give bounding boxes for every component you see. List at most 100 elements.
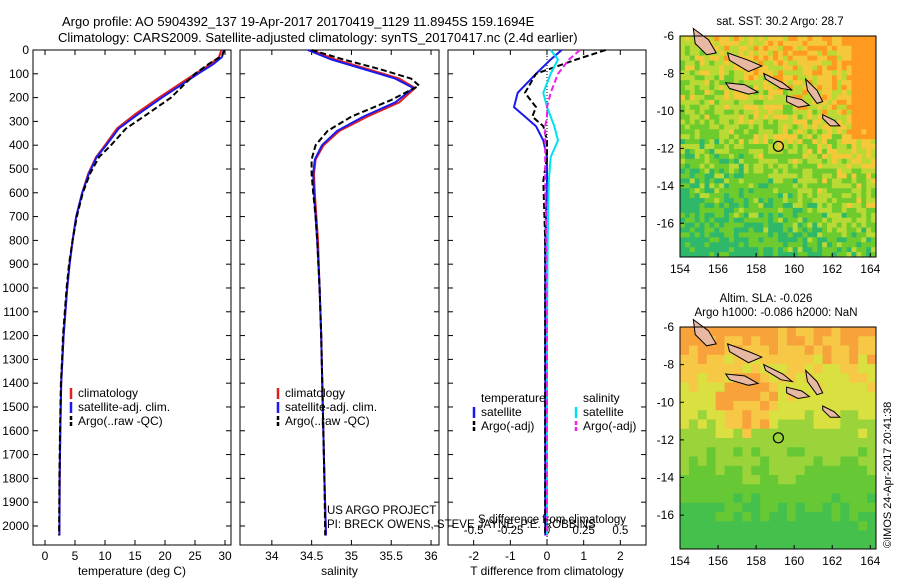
heat-cell (768, 109, 774, 115)
heat-cell (840, 382, 850, 393)
heat-cell (778, 222, 784, 228)
heat-cell (689, 99, 696, 106)
heat-cell (778, 327, 788, 337)
heat-cell (851, 55, 857, 61)
x-tick-label: 10 (98, 549, 112, 563)
heat-cell (769, 345, 779, 356)
island-shape (724, 373, 760, 386)
heat-cell (807, 148, 813, 155)
y-tick-label: 1800 (2, 471, 29, 485)
heat-cell (684, 94, 691, 101)
heat-cell (797, 139, 803, 145)
heat-cell (778, 178, 784, 184)
heat-cell (827, 148, 833, 155)
heat-cell (742, 345, 752, 356)
heat-cell (813, 530, 823, 541)
heat-cell (715, 475, 725, 485)
heat-cell (719, 65, 725, 71)
heat-cell (817, 222, 823, 228)
heat-cell (680, 119, 686, 125)
heat-cell (758, 50, 764, 57)
heat-cell (768, 99, 774, 106)
heat-cell (831, 60, 838, 66)
heat-cell (699, 148, 705, 155)
heat-cell (724, 465, 734, 476)
heat-cell (758, 144, 764, 150)
map-frame (679, 326, 877, 550)
heat-cell (871, 40, 877, 47)
heat-cell (719, 139, 725, 145)
heat-cell (836, 75, 843, 81)
heat-cell (742, 336, 752, 346)
heat-cell (822, 50, 828, 57)
heat-cell (709, 242, 715, 248)
heat-cell (797, 55, 803, 61)
heat-cell (697, 364, 708, 374)
heat-cell (743, 36, 749, 42)
heat-cell (768, 94, 774, 101)
heat-cell (786, 438, 797, 448)
heat-cell (841, 36, 847, 42)
heat-cell (738, 237, 745, 243)
heat-cell (858, 465, 868, 476)
heat-cell (792, 124, 798, 130)
heat-cell (841, 144, 847, 150)
heat-cell (849, 364, 859, 374)
heat-cell (724, 40, 730, 47)
heat-cell (849, 530, 859, 541)
heat-cell (742, 391, 752, 402)
heat-cell (748, 75, 754, 81)
heat-cell (694, 153, 700, 160)
heat-cell (688, 521, 699, 531)
heat-cell (846, 70, 852, 76)
heat-cell (680, 158, 686, 165)
heat-cell (763, 144, 769, 150)
heat-cell (714, 252, 720, 258)
heat-cell (792, 193, 798, 199)
heat-cell (846, 168, 852, 174)
heat-cell (861, 119, 867, 125)
heat-cell (787, 217, 794, 224)
heat-cell (807, 183, 813, 189)
heat-cell (827, 85, 833, 91)
heat-cell (697, 502, 708, 513)
heat-cell (689, 202, 696, 209)
heat-cell (846, 36, 852, 42)
heat-cell (715, 391, 725, 402)
heat-cell (802, 114, 808, 120)
heat-cell (802, 237, 808, 243)
heat-cell (841, 134, 847, 140)
heat-cell (846, 207, 852, 214)
heat-cell (841, 232, 847, 238)
heat-cell (733, 530, 743, 541)
heat-cell (867, 447, 877, 457)
heat-cell (841, 129, 847, 135)
legend-label: satellite-adj. clim. (78, 400, 170, 414)
heat-cell (763, 217, 769, 224)
heat-cell (680, 144, 686, 150)
heat-cell (748, 104, 754, 111)
heat-cell (763, 40, 769, 47)
heat-cell (858, 401, 868, 411)
heat-cell (871, 70, 877, 76)
heat-cell (738, 183, 745, 189)
heat-cell (689, 70, 696, 76)
heat-cell (851, 178, 857, 184)
heat-cell (763, 124, 769, 130)
heat-cell (817, 114, 823, 120)
heat-cell (699, 134, 705, 140)
heat-cell (778, 36, 784, 42)
heat-cell (724, 183, 730, 189)
heat-cell (822, 94, 828, 101)
heat-cell (729, 40, 735, 47)
heat-cell (871, 139, 877, 145)
heat-cell (773, 144, 779, 150)
heat-cell (699, 202, 705, 209)
heat-cell (786, 345, 797, 356)
heat-cell (807, 178, 813, 184)
heat-cell (714, 40, 720, 47)
heat-cell (680, 173, 686, 179)
heat-cell (866, 50, 872, 57)
lat-tick-label: -14 (657, 471, 675, 485)
heat-cell (714, 183, 720, 189)
